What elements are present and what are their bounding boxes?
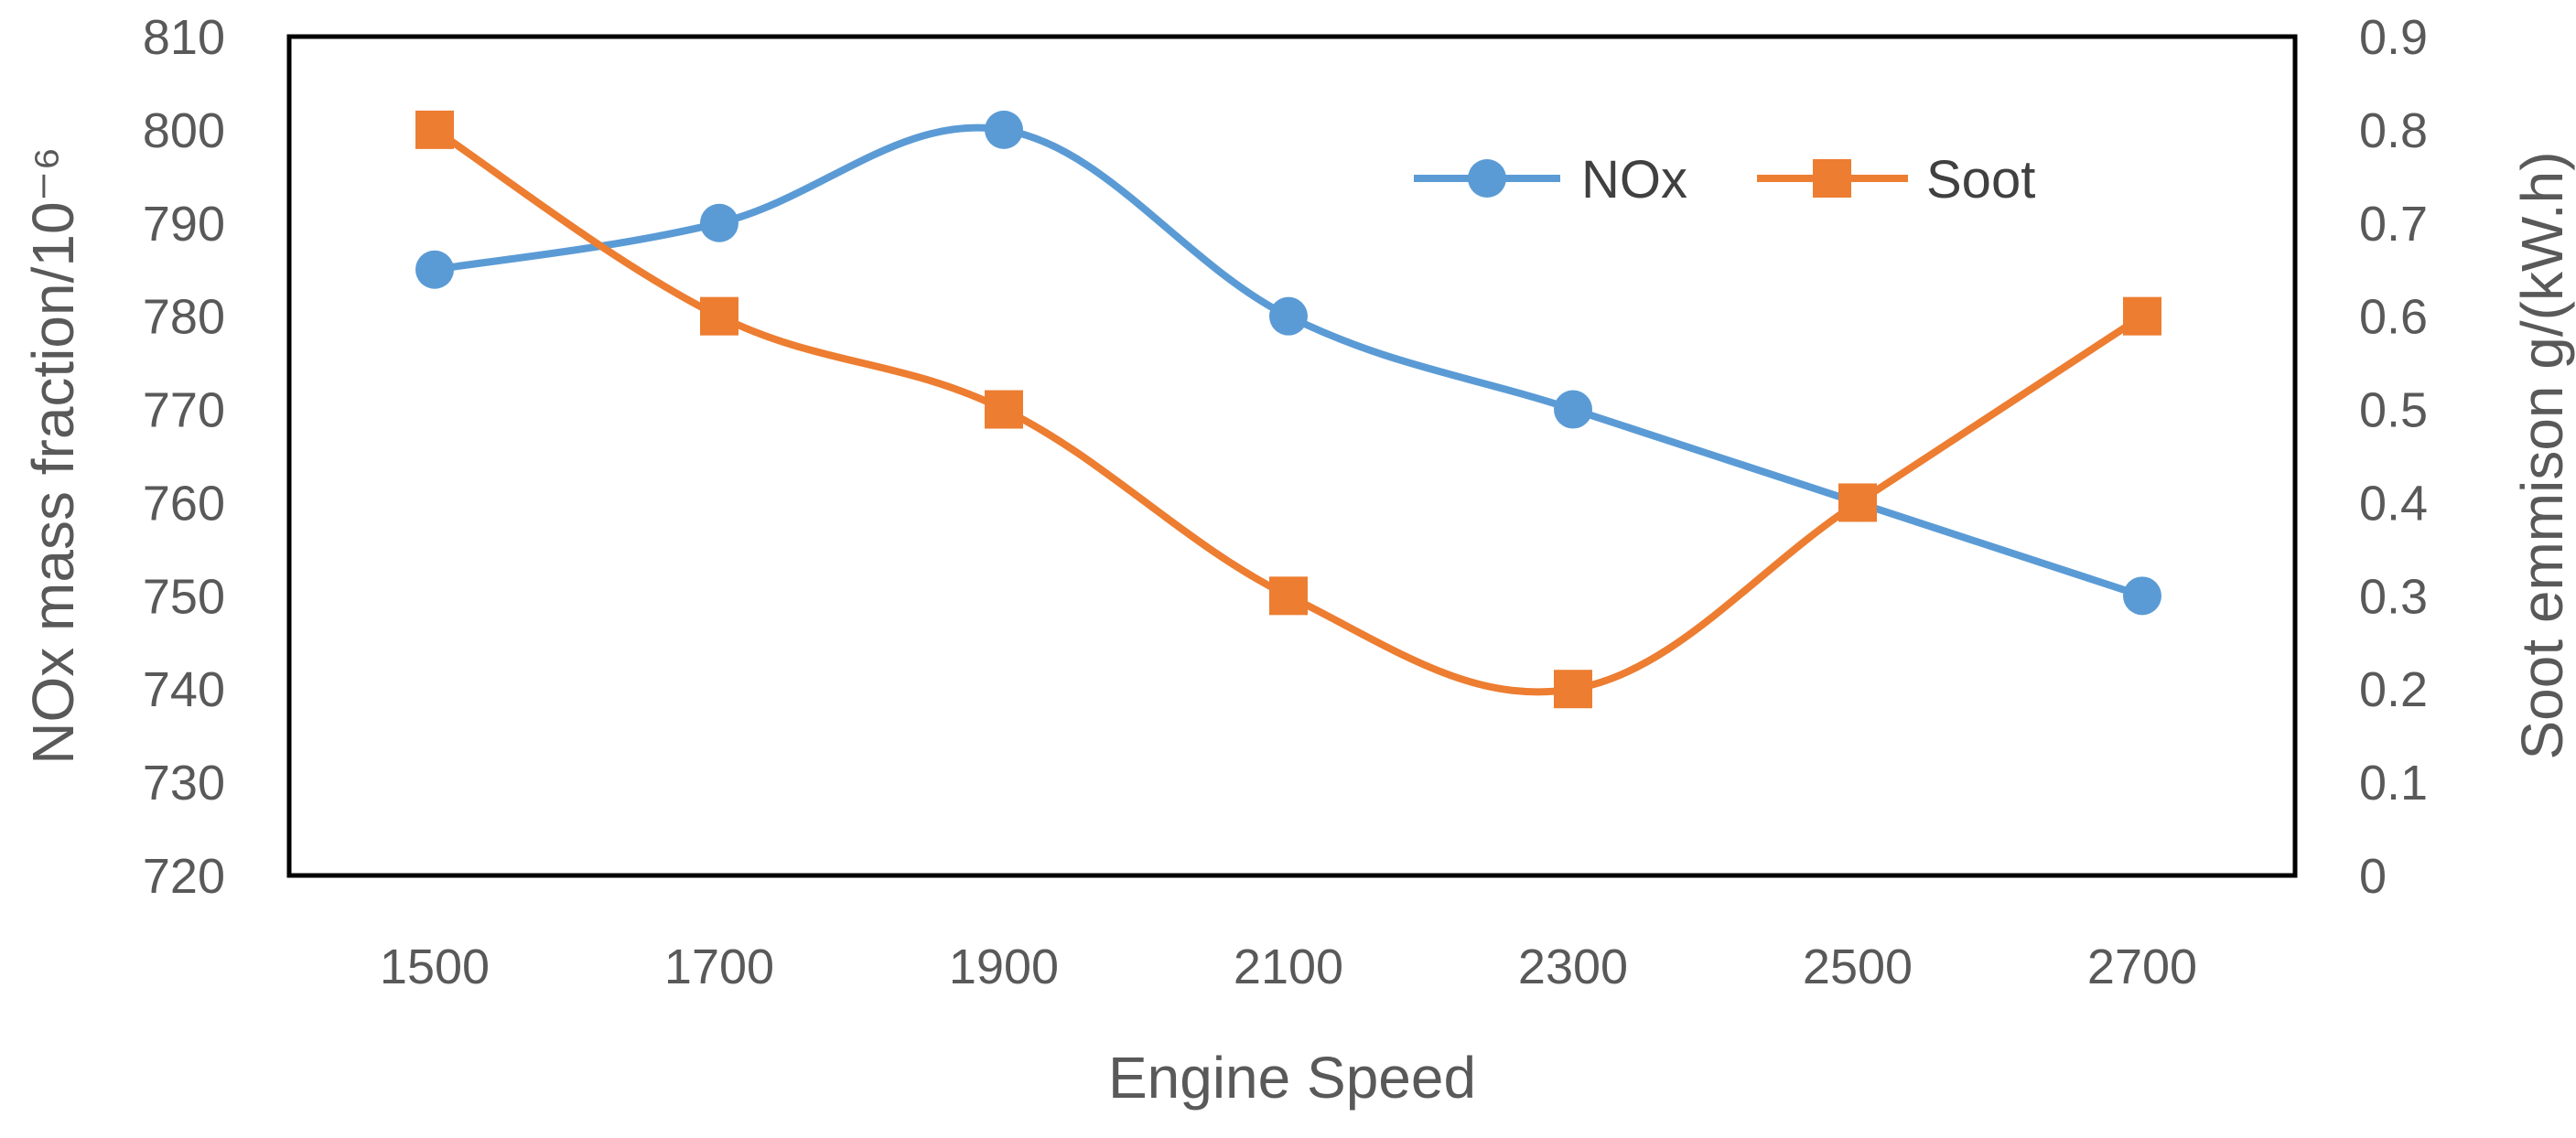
x-tick-label: 2300 xyxy=(1518,939,1628,994)
x-tick-label: 2500 xyxy=(1803,939,1913,994)
left-tick-label: 800 xyxy=(143,103,225,158)
data-point-nox xyxy=(700,203,738,242)
x-tick-label: 1900 xyxy=(949,939,1059,994)
right-tick-label: 0.6 xyxy=(2359,290,2428,345)
left-tick-label: 730 xyxy=(143,756,225,811)
data-point-nox xyxy=(1554,390,1592,429)
data-point-soot xyxy=(2123,296,2161,336)
right-axis-ticks: 0 0.1 0.2 0.3 0.4 0.5 0.6 0.7 0.8 0.9 xyxy=(2359,10,2428,904)
left-tick-label: 790 xyxy=(143,197,225,252)
left-tick-label: 770 xyxy=(143,383,225,438)
right-tick-label: 0.2 xyxy=(2359,662,2428,717)
x-axis-ticks: 1500 1700 1900 2100 2300 2500 2700 xyxy=(380,939,2197,994)
right-tick-label: 0.4 xyxy=(2359,476,2428,531)
right-tick-label: 0.8 xyxy=(2359,103,2428,158)
legend-soot-marker xyxy=(1813,159,1851,198)
legend: NOx Soot xyxy=(1414,150,2035,209)
data-point-nox xyxy=(985,110,1023,149)
data-point-soot xyxy=(1554,670,1592,709)
right-tick-label: 0 xyxy=(2359,849,2387,904)
right-tick-label: 0.3 xyxy=(2359,569,2428,624)
x-tick-label: 1700 xyxy=(664,939,774,994)
legend-soot-label: Soot xyxy=(1926,150,2035,209)
right-tick-label: 0.9 xyxy=(2359,10,2428,65)
data-point-nox xyxy=(415,250,454,289)
plot-area-frame xyxy=(286,34,2298,878)
left-tick-label: 720 xyxy=(143,849,225,904)
data-point-soot xyxy=(700,296,738,336)
legend-nox-marker xyxy=(1468,159,1506,198)
left-axis-title: NOx mass fraction/10⁻⁶ xyxy=(20,146,86,764)
x-tick-label: 1500 xyxy=(380,939,490,994)
right-tick-label: 0.1 xyxy=(2359,756,2428,811)
left-tick-label: 740 xyxy=(143,662,225,717)
data-point-soot xyxy=(1838,483,1877,522)
data-point-nox xyxy=(2123,576,2161,616)
series-line-nox xyxy=(431,123,2146,600)
x-axis-title: Engine Speed xyxy=(1108,1045,1476,1111)
data-point-soot xyxy=(415,110,454,149)
legend-item-nox: NOx xyxy=(1414,150,1687,209)
data-point-soot xyxy=(1269,576,1308,616)
legend-item-soot: Soot xyxy=(1757,150,2035,209)
left-tick-label: 780 xyxy=(143,290,225,345)
left-tick-label: 810 xyxy=(143,10,225,65)
legend-nox-label: NOx xyxy=(1581,150,1687,209)
left-tick-label: 750 xyxy=(143,569,225,624)
left-tick-label: 760 xyxy=(143,476,225,531)
data-point-nox xyxy=(1269,296,1308,336)
right-tick-label: 0.5 xyxy=(2359,383,2428,438)
x-tick-label: 2700 xyxy=(2087,939,2197,994)
right-axis-title: Soot emmison g/(kW.h) xyxy=(2509,151,2575,759)
series-layer xyxy=(415,110,2161,709)
data-point-soot xyxy=(985,390,1023,429)
x-tick-label: 2100 xyxy=(1234,939,1343,994)
left-axis-ticks: 720 730 740 750 760 770 780 790 800 810 xyxy=(143,10,225,904)
right-tick-label: 0.7 xyxy=(2359,197,2428,252)
